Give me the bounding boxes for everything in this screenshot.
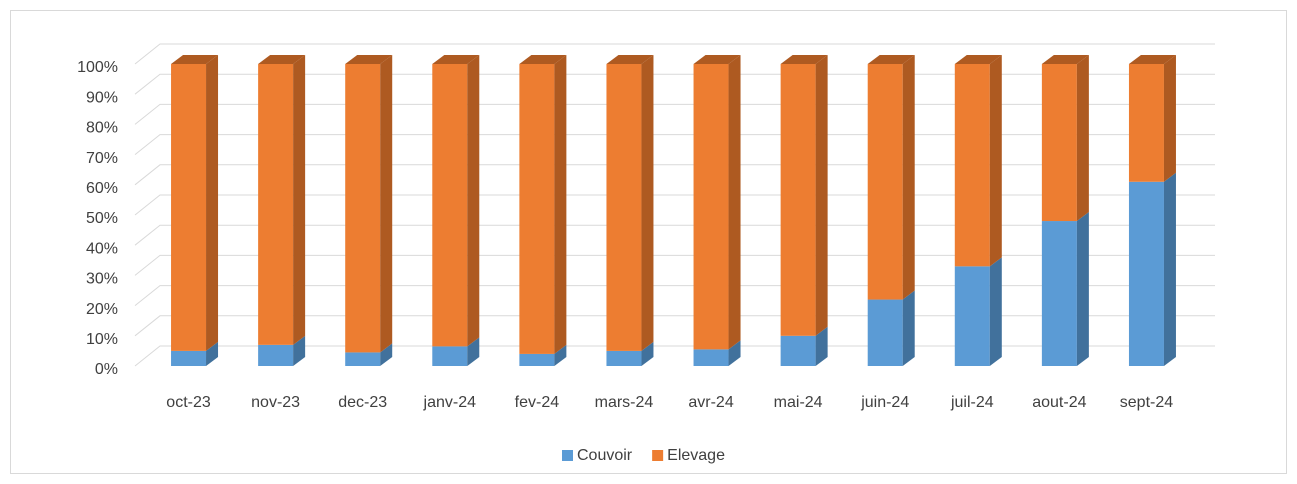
bar-segment [519,64,555,354]
bar-segment [954,266,990,366]
x-tick-label: juin-24 [860,394,909,411]
bar-side [728,55,741,350]
bar-top [693,55,741,64]
bar-side [1163,172,1176,366]
bar-segment [780,335,816,366]
bar-side [380,55,393,353]
bar-top [1128,55,1176,64]
x-tick-label: fev-24 [515,394,560,411]
bar-top [432,55,480,64]
bar-side [293,55,306,345]
bar-segment [954,64,990,267]
y-tick-label: 50% [86,210,118,227]
bar-side [815,55,828,336]
bar-segment [606,350,642,366]
grid-line [134,43,1215,65]
y-tick-label: 20% [86,301,118,318]
bar-side [554,55,567,354]
y-tick-label: 70% [86,150,118,167]
y-tick-label: 80% [86,120,118,137]
bar-segment [171,350,207,366]
bar-side [1076,212,1089,366]
grid-line [134,285,1215,306]
grid-line [134,224,1215,246]
legend-label: Elevage [667,447,725,464]
grid-line [134,134,1215,155]
y-tick-label: 30% [86,271,118,288]
bar-top [1041,55,1089,64]
legend-swatch [562,450,573,461]
bar-top [780,55,828,64]
y-tick-label: 0% [95,361,118,378]
bar-side [815,326,828,366]
legend-label: Couvoir [577,447,633,464]
grid-line [134,315,1215,337]
legend-swatch [652,450,664,461]
bar-segment [519,353,555,366]
y-tick-label: 100% [77,59,118,76]
bar-top [606,55,654,64]
bar-segment [345,64,381,353]
bar-side [902,55,915,300]
bar-segment [432,64,468,347]
grid-line [134,73,1215,95]
bar-segment [1128,64,1164,182]
bar-side [1076,55,1089,222]
bar-side [467,337,480,366]
bar-segment [258,64,294,345]
bar-side [380,343,393,366]
bar-segment [867,299,903,366]
y-tick-label: 40% [86,240,118,257]
bar-side [989,257,1002,366]
x-tick-label: janv-24 [423,394,477,411]
bar-side [641,341,654,366]
grid-line [134,345,1215,367]
grid-line [134,164,1215,186]
bar-side [1163,55,1176,182]
bar-segment [345,352,381,366]
bar-segment [1041,64,1077,222]
bar-segment [693,349,729,366]
bar-side [206,55,219,351]
bar-segment [1041,221,1077,366]
x-tick-label: aout-24 [1032,394,1086,411]
grid-line [134,194,1215,216]
x-tick-label: mars-24 [595,394,654,411]
bar-segment [171,64,207,351]
x-tick-label: dec-23 [338,394,387,411]
bar-side [293,335,306,366]
bar-segment [1128,181,1164,366]
x-tick-label: sept-24 [1120,394,1173,411]
bar-top [345,55,393,64]
bar-side [989,55,1002,267]
grid-line [134,103,1215,125]
bar-side [467,55,480,347]
bar-side [728,340,741,366]
y-tick-label: 90% [86,89,118,106]
bar-segment [780,64,816,336]
x-tick-label: juil-24 [950,394,994,411]
bar-top [519,55,567,64]
x-tick-label: mai-24 [774,394,823,411]
bar-side [641,55,654,351]
bar-segment [606,64,642,351]
bar-top [954,55,1002,64]
bar-side [902,290,915,366]
bar-segment [867,64,903,300]
bar-top [171,55,219,64]
bar-top [867,55,915,64]
bar-side [206,341,219,366]
x-tick-label: avr-24 [688,394,733,411]
grid-line [134,254,1215,276]
y-tick-label: 10% [86,331,118,348]
bar-top [258,55,306,64]
y-tick-label: 60% [86,180,118,197]
bar-side [554,344,567,366]
x-tick-label: oct-23 [166,394,211,411]
bar-segment [432,346,468,366]
bar-segment [693,64,729,350]
bar-segment [258,344,294,366]
x-tick-label: nov-23 [251,394,300,411]
